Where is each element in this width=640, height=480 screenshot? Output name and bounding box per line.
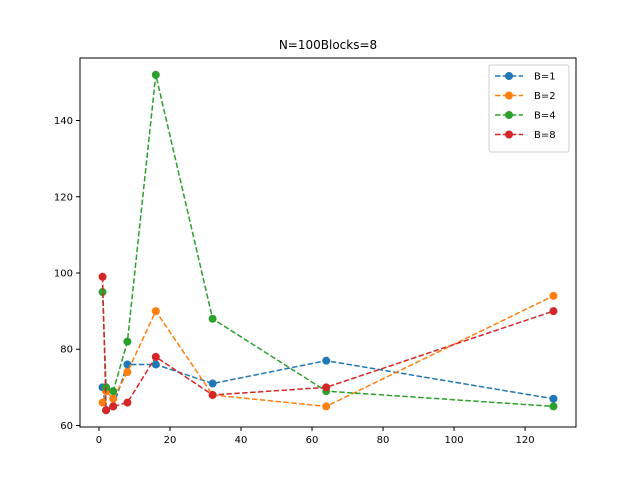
data-point bbox=[98, 398, 107, 407]
y-tick-label: 120 bbox=[54, 192, 73, 203]
data-point bbox=[109, 387, 118, 396]
legend-item: B=8 bbox=[495, 130, 556, 141]
x-tick-label: 120 bbox=[516, 435, 535, 446]
series-line bbox=[101, 295, 554, 408]
data-point bbox=[109, 402, 118, 411]
legend-label: B=1 bbox=[534, 72, 556, 83]
axes-frame bbox=[79, 57, 577, 428]
legend-swatch-marker bbox=[505, 91, 513, 100]
data-point bbox=[208, 379, 217, 388]
data-point bbox=[98, 288, 107, 297]
data-point bbox=[123, 337, 132, 346]
y-tick-label: 140 bbox=[54, 116, 73, 127]
chart-title: N=100Blocks=8 bbox=[279, 38, 377, 52]
y-tick-label: 80 bbox=[60, 345, 73, 356]
data-point bbox=[151, 352, 160, 361]
y-tick-label: 100 bbox=[54, 268, 73, 279]
data-point bbox=[549, 307, 558, 316]
data-point bbox=[549, 394, 558, 403]
x-tick-label: 100 bbox=[444, 435, 463, 446]
data-point bbox=[208, 390, 217, 399]
y-axis: 60 80 100 120 140 bbox=[54, 116, 80, 432]
legend-label: B=2 bbox=[534, 91, 556, 102]
data-point bbox=[549, 402, 558, 411]
x-axis: 0 20 40 60 80 100 120 bbox=[96, 427, 535, 446]
x-tick-label: 40 bbox=[235, 435, 248, 446]
data-point bbox=[322, 402, 331, 411]
legend-swatch-marker bbox=[505, 130, 513, 139]
legend-label: B=8 bbox=[534, 130, 556, 141]
legend-box bbox=[488, 64, 570, 153]
data-point bbox=[208, 314, 217, 323]
legend-item: B=4 bbox=[495, 111, 556, 122]
legend-label: B=4 bbox=[534, 111, 556, 122]
data-point bbox=[151, 360, 160, 369]
legend-swatch-marker bbox=[505, 111, 513, 119]
data-point bbox=[109, 394, 118, 403]
data-point bbox=[322, 356, 331, 365]
x-tick-label: 0 bbox=[96, 435, 102, 446]
data-point bbox=[151, 307, 160, 316]
x-tick-label: 80 bbox=[377, 435, 390, 446]
data-point bbox=[123, 368, 132, 377]
x-tick-label: 20 bbox=[164, 435, 177, 446]
y-tick-label: 60 bbox=[60, 421, 73, 432]
legend: B=1 B=2 B=4 B=8 bbox=[488, 64, 570, 153]
series-B=8 bbox=[98, 272, 558, 415]
data-point bbox=[98, 272, 107, 281]
data-point bbox=[151, 70, 160, 79]
legend-item: B=1 bbox=[495, 72, 556, 83]
data-point bbox=[123, 398, 132, 407]
x-tick-label: 60 bbox=[306, 435, 319, 446]
plot-area bbox=[98, 70, 558, 415]
data-point bbox=[549, 291, 558, 300]
data-point bbox=[322, 383, 331, 392]
data-point bbox=[102, 406, 111, 415]
legend-item: B=2 bbox=[495, 91, 556, 102]
legend-swatch-marker bbox=[505, 72, 513, 80]
